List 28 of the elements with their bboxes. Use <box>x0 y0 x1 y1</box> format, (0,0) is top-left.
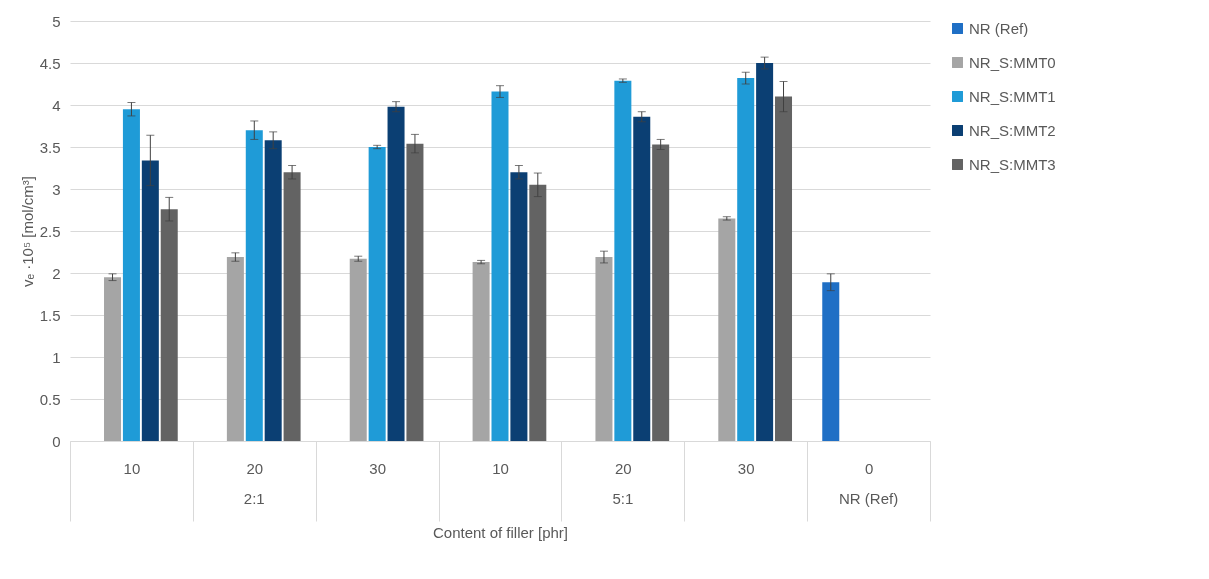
y-tick-label: 5 <box>52 12 61 30</box>
y-tick-label: 1.5 <box>39 306 61 324</box>
legend-label: NR_S:MMT0 <box>969 53 1056 71</box>
y-tick-label: 4 <box>52 96 61 114</box>
legend-label: NR_S:MMT3 <box>969 155 1056 173</box>
x-tick-label: 30 <box>737 459 755 477</box>
text: 5:1 <box>612 490 634 507</box>
x-tick-label: 30 <box>369 459 386 477</box>
text: 2:1 <box>243 490 265 507</box>
x-tick-label: 20 <box>615 459 632 477</box>
x-tick-label: 0 <box>864 459 874 477</box>
y-tick-label: 0.5 <box>39 390 61 408</box>
y-tick-label: 2 <box>52 264 61 282</box>
legend-label: NR_S:MMT1 <box>969 87 1056 105</box>
y-tick-label: 1 <box>52 348 61 366</box>
y-tick-label: 4.5 <box>39 54 61 72</box>
text: NR (Ref) <box>838 490 899 507</box>
y-axis-title: vₑ ·10⁵ [mol/cm³] <box>18 176 36 287</box>
legend-label: NR (Ref) <box>969 19 1029 37</box>
x-tick-label: 10 <box>123 459 141 477</box>
x-tick-label: 10 <box>492 459 509 477</box>
x-axis-title: Content of filler [phr] <box>432 524 569 541</box>
legend-label: NR_S:MMT2 <box>969 121 1056 139</box>
y-tick-label: 0 <box>52 432 61 450</box>
y-tick-label: 3 <box>52 180 61 198</box>
y-tick-label: 3.5 <box>39 138 61 156</box>
x-tick-label: 20 <box>246 459 264 477</box>
y-tick-label: 2.5 <box>39 222 61 240</box>
